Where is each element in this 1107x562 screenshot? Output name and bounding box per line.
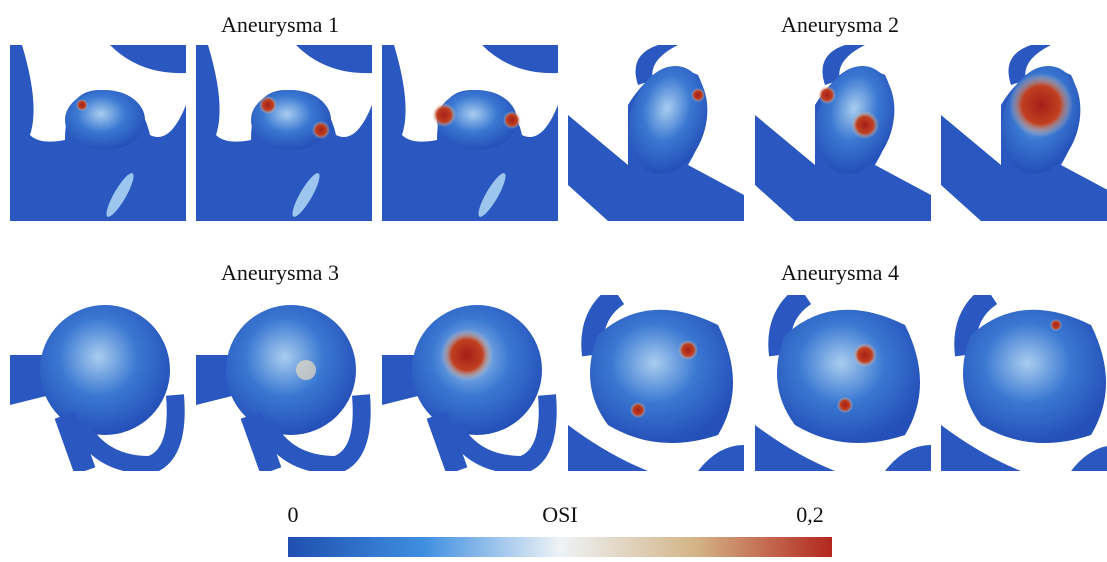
rendering <box>755 295 931 471</box>
colorbar <box>288 537 832 557</box>
rendering <box>568 295 744 471</box>
rendering <box>10 305 176 471</box>
panel-title: Aneurysma 3 <box>221 260 339 285</box>
colorbar-label: OSI <box>542 502 577 527</box>
rendering <box>941 295 1107 471</box>
rendering <box>755 45 931 221</box>
rendering <box>382 45 558 221</box>
rendering <box>941 45 1107 221</box>
rendering <box>568 45 744 221</box>
rendering <box>196 45 372 221</box>
panel-title: Aneurysma 1 <box>221 12 339 37</box>
panel-title: Aneurysma 2 <box>781 12 899 37</box>
colorbar-min-label: 0 <box>288 502 299 527</box>
rendering <box>382 305 548 471</box>
colorbar-max-label: 0,2 <box>796 502 824 527</box>
panel-title: Aneurysma 4 <box>781 260 899 285</box>
rendering <box>10 45 186 221</box>
rendering <box>196 305 362 471</box>
